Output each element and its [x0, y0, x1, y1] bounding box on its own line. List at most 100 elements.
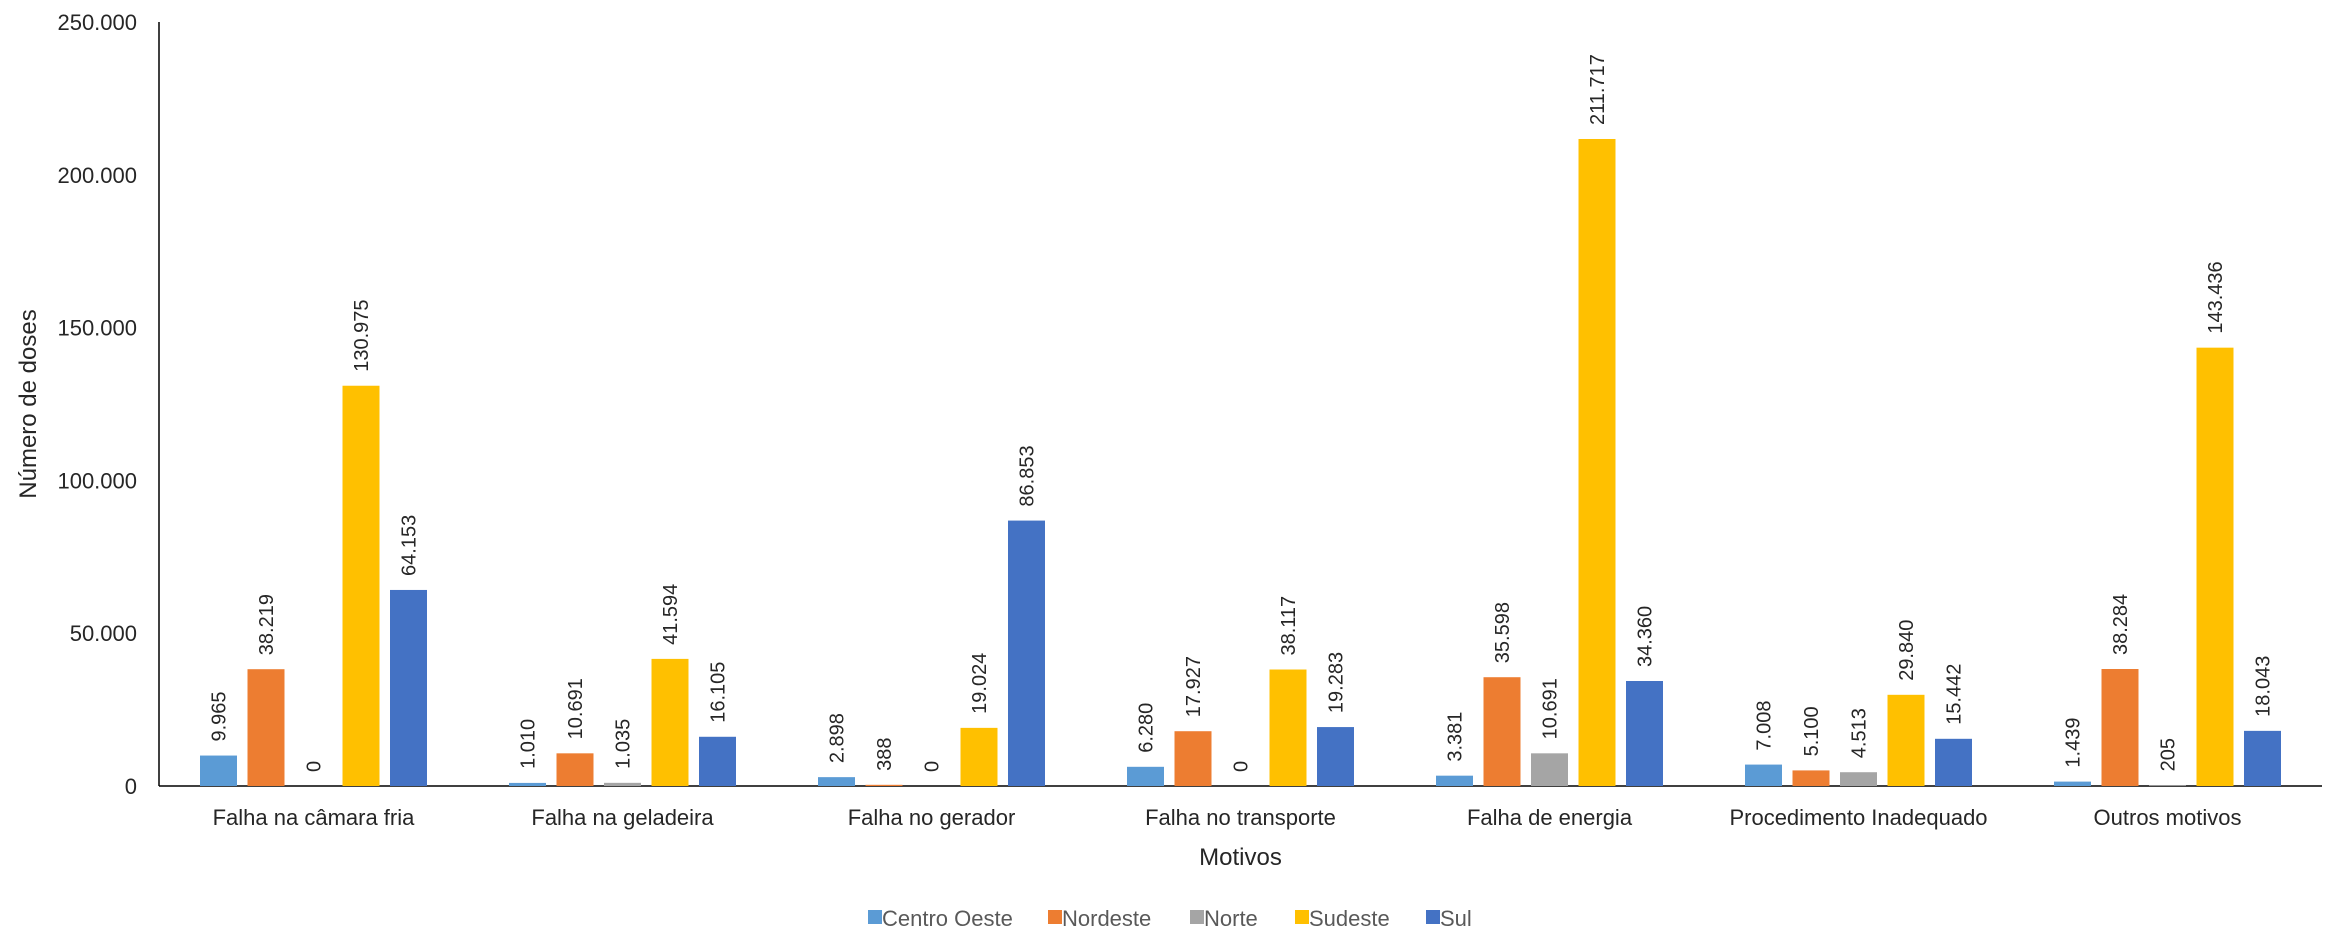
bar [604, 782, 641, 786]
bar [818, 777, 855, 786]
data-label: 205 [2158, 738, 2180, 771]
bar [342, 385, 380, 786]
bar [509, 782, 546, 786]
bar [1008, 520, 1045, 786]
bar [2054, 781, 2091, 786]
bar [1531, 753, 1568, 786]
data-label: 0 [304, 761, 326, 772]
bar [651, 658, 689, 786]
data-label: 6.280 [1136, 703, 1158, 753]
category-label: Falha na câmara fria [213, 805, 416, 830]
data-label: 9.965 [209, 691, 231, 741]
bar [2149, 785, 2186, 786]
legend-swatch [1426, 910, 1440, 924]
data-label: 0 [1231, 761, 1253, 772]
legend-label: Norte [1204, 906, 1258, 931]
bar [1887, 694, 1925, 786]
legend-label: Sul [1440, 906, 1472, 931]
legend-swatch [1190, 910, 1204, 924]
data-label: 1.035 [613, 719, 635, 769]
data-label: 35.598 [1492, 602, 1514, 663]
y-tick-label: 250.000 [57, 10, 137, 35]
legend-label: Centro Oeste [882, 906, 1013, 931]
data-label: 15.442 [1944, 664, 1966, 725]
bar [390, 589, 427, 786]
category-label: Outros motivos [2094, 805, 2242, 830]
category-label: Falha de energia [1467, 805, 1633, 830]
axes-group [158, 22, 2322, 787]
data-label: 86.853 [1017, 445, 1039, 506]
bar [2196, 347, 2234, 786]
legend-label: Sudeste [1309, 906, 1390, 931]
data-label: 5.100 [1801, 706, 1823, 756]
data-label: 1.010 [518, 719, 540, 769]
bar [1436, 775, 1473, 786]
data-label: 3.381 [1445, 712, 1467, 762]
data-label: 38.284 [2110, 594, 2132, 655]
bar [2244, 730, 2281, 786]
data-label: 19.024 [969, 653, 991, 714]
data-label: 17.927 [1183, 656, 1205, 717]
data-label: 1.439 [2063, 718, 2085, 768]
data-label: 64.153 [399, 515, 421, 576]
bar [2101, 669, 2139, 786]
y-tick-labels: 0 50.000 100.000 150.000 200.000 250.000 [57, 10, 137, 799]
y-tick-label: 0 [125, 774, 137, 799]
bar [1483, 677, 1521, 786]
data-label: 2.898 [827, 713, 849, 763]
data-label: 16.105 [708, 662, 730, 723]
legend-label: Nordeste [1062, 906, 1151, 931]
bar [1935, 738, 1972, 786]
bar [699, 736, 736, 786]
legend-swatch [1295, 910, 1309, 924]
bar [1317, 727, 1354, 786]
data-label: 0 [922, 761, 944, 772]
data-label: 34.360 [1635, 606, 1657, 667]
bar [556, 753, 594, 786]
category-label: Falha no transporte [1145, 805, 1336, 830]
data-label: 18.043 [2253, 656, 2275, 717]
data-label: 211.717 [1587, 54, 1609, 125]
data-label: 38.117 [1278, 596, 1300, 656]
bar [1626, 680, 1663, 786]
data-label: 19.283 [1326, 652, 1348, 713]
bar [1578, 138, 1616, 786]
category-label: Procedimento Inadequado [1729, 805, 1987, 830]
bar [1269, 669, 1307, 786]
y-axis-title: Número de doses [15, 309, 42, 498]
category-label: Falha no gerador [848, 805, 1016, 830]
data-label: 130.975 [351, 299, 373, 371]
y-tick-label: 150.000 [57, 316, 137, 341]
bars-group [200, 138, 2281, 786]
bar [1840, 772, 1877, 786]
bar [865, 784, 903, 786]
bar [1127, 766, 1164, 786]
y-tick-label: 50.000 [70, 621, 137, 646]
category-label: Falha na geladeira [531, 805, 714, 830]
bar [247, 669, 285, 786]
data-label: 7.008 [1754, 701, 1776, 751]
data-label: 38.219 [256, 594, 278, 655]
bar [1174, 731, 1212, 786]
y-tick-label: 200.000 [57, 163, 137, 188]
bar [1745, 764, 1782, 786]
data-label: 143.436 [2205, 261, 2227, 333]
legend-swatch [1048, 910, 1062, 924]
bar [200, 755, 237, 786]
legend-swatch [868, 910, 882, 924]
data-label: 29.840 [1896, 620, 1918, 681]
data-label: 4.513 [1849, 708, 1871, 758]
data-labels-group: 9.965 38.219 0 130.975 64.153 1.010 10.691 1.03… [209, 54, 2275, 772]
data-label: 10.691 [1540, 678, 1562, 739]
data-label: 41.594 [660, 584, 682, 645]
data-label: 388 [874, 737, 896, 770]
bar [1792, 770, 1830, 786]
x-axis-title: Motivos [1199, 844, 1282, 871]
data-label: 10.691 [565, 678, 587, 739]
legend: Centro Oeste Nordeste Norte Sudeste Sul [868, 906, 1472, 931]
category-labels: Falha na câmara fria Falha na geladeira Fa… [213, 805, 2242, 830]
bar [960, 727, 998, 786]
y-tick-label: 100.000 [57, 468, 137, 493]
